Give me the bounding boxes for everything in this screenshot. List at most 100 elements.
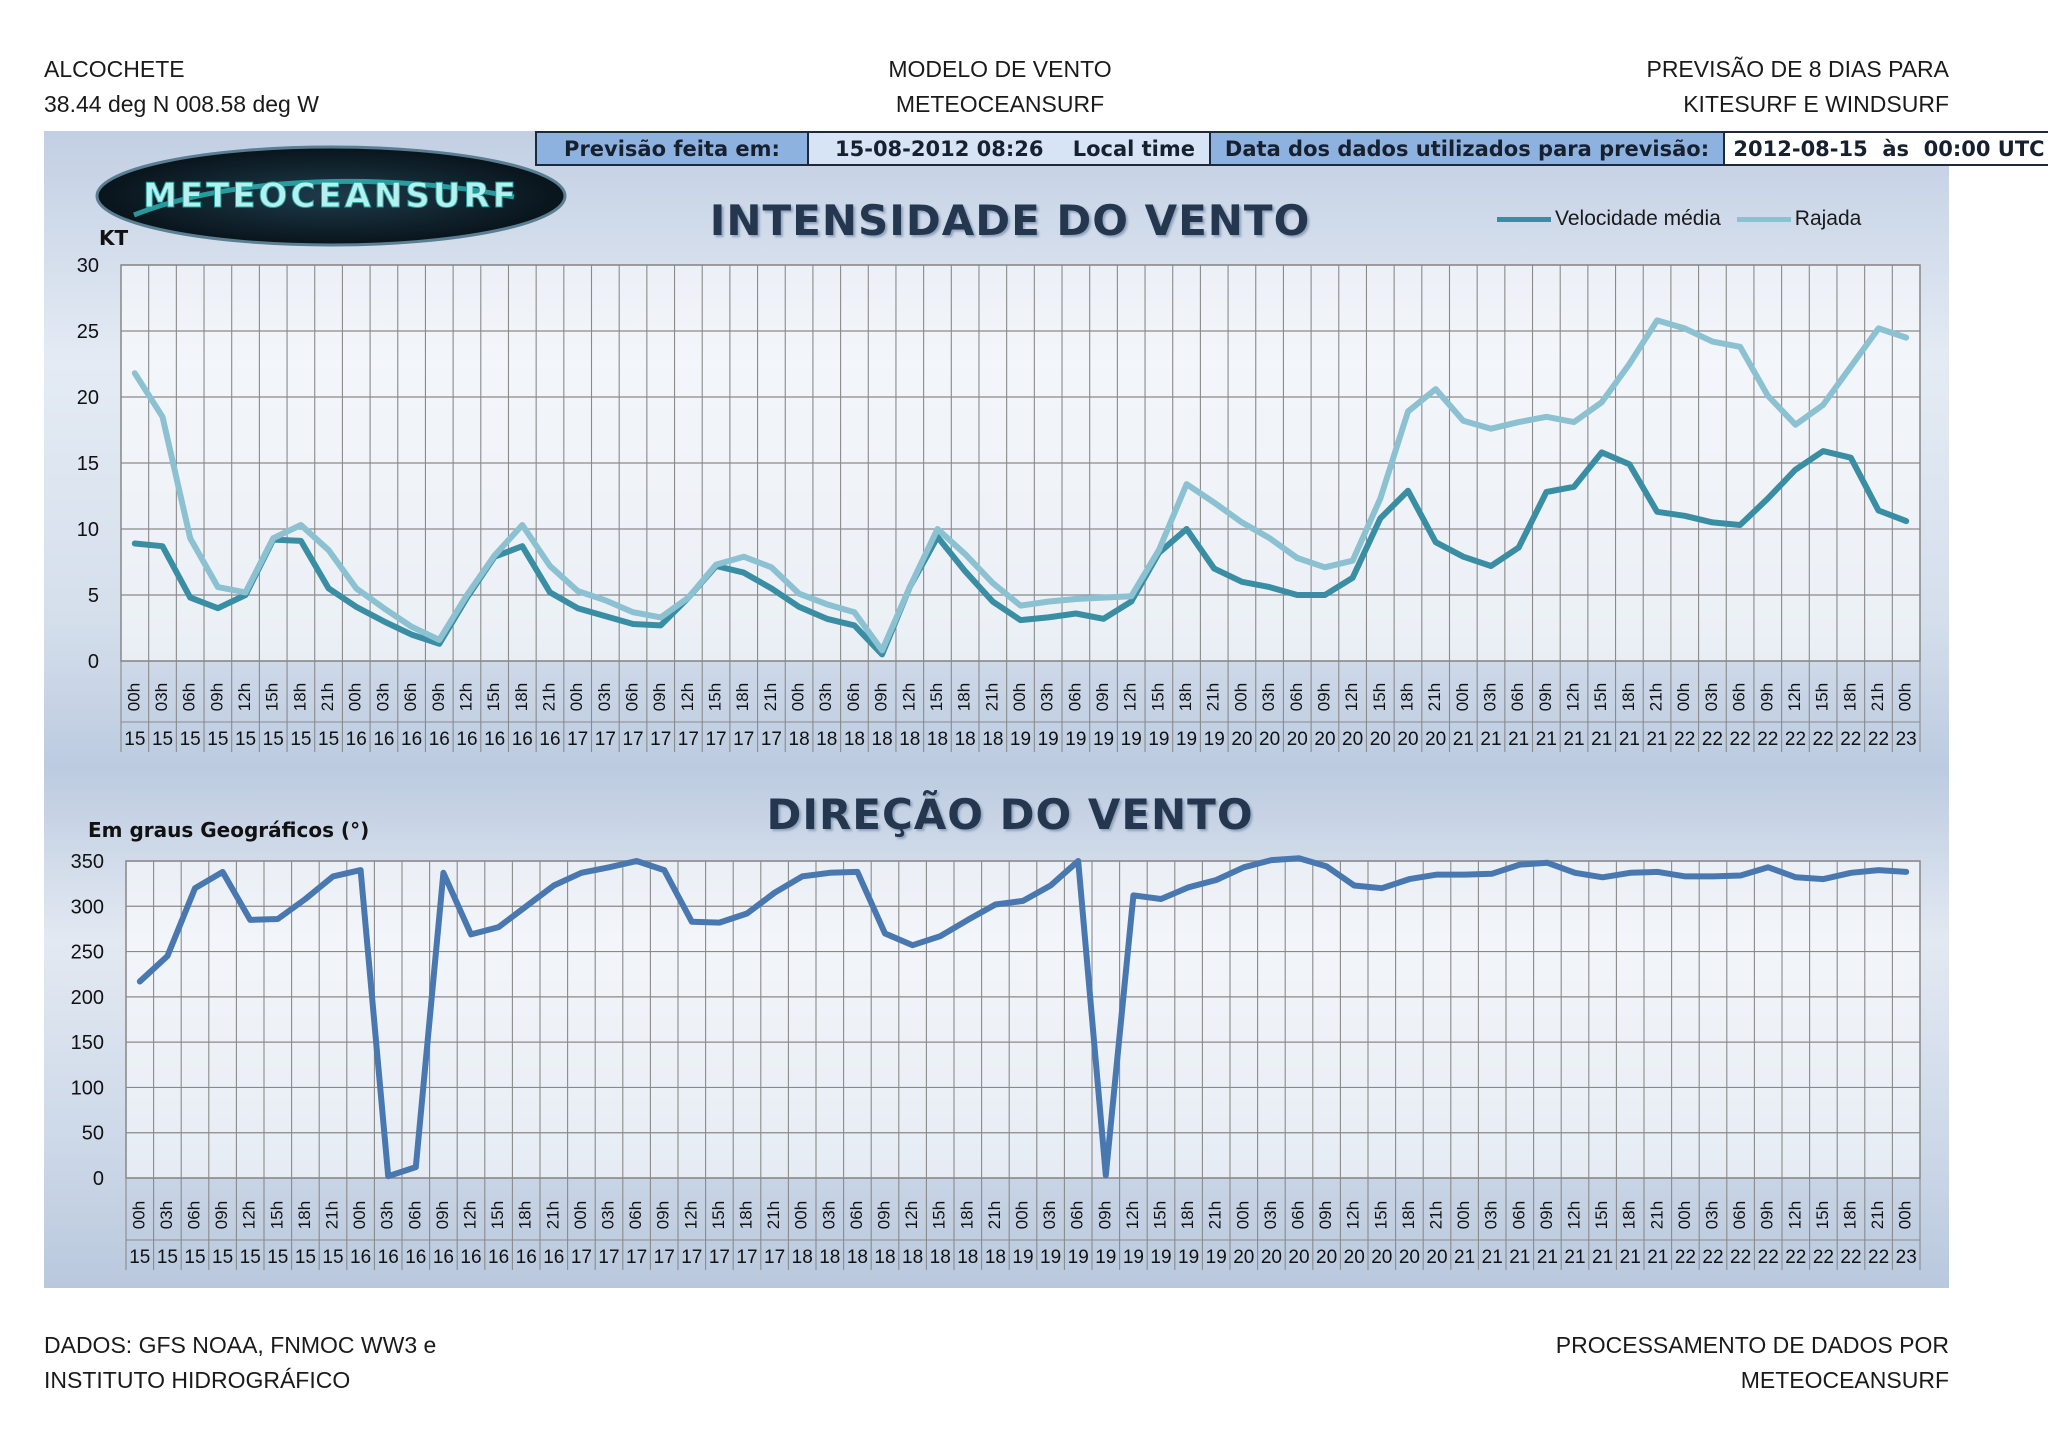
data-date-value: 2012-08-15 às 00:00 UTC [1725,133,2048,164]
direction-day-label: 21 [1454,1247,1475,1268]
speed-day-label: 22 [1868,729,1889,750]
speed-hour-label: 03h [816,683,835,711]
direction-day-label: 21 [1537,1247,1558,1268]
location-coords: 38.44 deg N 008.58 deg W [44,91,319,117]
direction-day-label: 19 [1123,1247,1144,1268]
speed-day-label: 18 [982,729,1003,750]
processing-line-2: METEOCEANSURF [1740,1367,1949,1393]
direction-hour-label: 15h [1150,1201,1169,1229]
speed-day-label: 16 [346,729,367,750]
direction-day-label: 20 [1288,1247,1309,1268]
speed-hour-label: 18h [290,683,309,711]
direction-hour-label: 09h [1316,1201,1335,1229]
data-source-line-2: INSTITUTO HIDROGRÁFICO [44,1367,351,1393]
speed-series-gust-line [131,317,1910,654]
speed-day-label: 21 [1536,729,1557,750]
data-source-line-1: DADOS: GFS NOAA, FNMOC WW3 e [44,1332,437,1358]
direction-day-label: 20 [1261,1247,1282,1268]
speed-hour-label: 06h [1065,683,1084,711]
local-time-label: Local time [1072,136,1195,161]
speed-day-label: 20 [1370,729,1391,750]
direction-day-label: 18 [847,1247,868,1268]
direction-day-label: 21 [1647,1247,1668,1268]
speed-hour-label: 15h [1148,683,1167,711]
speed-hour-label: 12h [1564,683,1583,711]
location-header: ALCOCHETE 38.44 deg N 008.58 deg W [44,52,319,122]
data-date-label: Data dos dados utilizados para previsão: [1211,133,1725,164]
direction-day-label: 15 [184,1247,205,1268]
speed-hour-label: 15h [927,683,946,711]
direction-y-tick-label: 300 [71,896,104,918]
direction-day-label: 17 [736,1247,757,1268]
direction-day-label: 19 [1178,1247,1199,1268]
direction-hour-label: 03h [378,1201,397,1229]
direction-hour-label: 15h [488,1201,507,1229]
direction-hour-label: 15h [1592,1201,1611,1229]
speed-day-label: 22 [1757,729,1778,750]
speed-day-label: 21 [1563,729,1584,750]
speed-day-label: 20 [1342,729,1363,750]
speed-hour-label: 15h [1591,683,1610,711]
direction-hour-label: 15h [267,1201,286,1229]
direction-hour-label: 18h [736,1201,755,1229]
speed-hour-label: 03h [1038,683,1057,711]
direction-day-label: 17 [654,1247,675,1268]
speed-day-label: 18 [789,729,810,750]
direction-day-label: 21 [1592,1247,1613,1268]
logo-text: METEOCEANSURF [143,176,519,216]
direction-hour-label: 03h [598,1201,617,1229]
direction-hour-label: 15h [930,1201,949,1229]
speed-hour-label: 00h [1896,683,1915,711]
speed-day-label: 20 [1397,729,1418,750]
direction-day-label: 16 [516,1247,537,1268]
direction-hour-label: 03h [1702,1201,1721,1229]
speed-day-label: 21 [1480,729,1501,750]
legend-mean-label: Velocidade média [1555,207,1721,230]
direction-hour-label: 09h [433,1201,452,1229]
speed-hour-label: 18h [1176,683,1195,711]
speed-day-label: 16 [373,729,394,750]
direction-hour-label: 06h [1288,1201,1307,1229]
direction-hour-label: 00h [129,1201,148,1229]
speed-hour-label: 03h [595,683,614,711]
speed-y-tick-label: 25 [77,321,99,343]
direction-hour-label: 09h [212,1201,231,1229]
direction-day-label: 19 [1095,1247,1116,1268]
legend-gust-label: Rajada [1794,207,1862,230]
speed-day-label: 16 [401,729,422,750]
direction-day-label: 22 [1758,1247,1779,1268]
speed-hour-label: 06h [1730,683,1749,711]
direction-hour-label: 03h [157,1201,176,1229]
direction-hour-label: 21h [985,1201,1004,1229]
speed-y-tick-label: 5 [88,585,99,607]
speed-day-label: 18 [844,729,865,750]
direction-hour-label: 06h [405,1201,424,1229]
speed-hour-label: 00h [1674,683,1693,711]
speed-day-label: 17 [678,729,699,750]
forecast-made-label: Previsão feita em: [537,133,809,164]
legend-mean-swatch [1497,216,1551,222]
direction-hour-label: 03h [1040,1201,1059,1229]
direction-hour-label: 00h [1454,1201,1473,1229]
speed-hour-label: 21h [1425,683,1444,711]
speed-day-label: 18 [955,729,976,750]
direction-day-label: 18 [819,1247,840,1268]
direction-day-label: 16 [378,1247,399,1268]
speed-day-label: 21 [1619,729,1640,750]
speed-day-label: 22 [1785,729,1806,750]
direction-day-label: 15 [157,1247,178,1268]
direction-hour-label: 12h [1564,1201,1583,1229]
direction-hour-label: 06h [1509,1201,1528,1229]
speed-series-mean-speed-line [131,448,1910,658]
speed-day-label: 15 [152,729,173,750]
direction-day-label: 15 [240,1247,261,1268]
direction-hour-label: 12h [1123,1201,1142,1229]
speed-legend: Velocidade média Rajada [1497,207,1877,231]
speed-day-label: 20 [1314,729,1335,750]
speed-day-label: 23 [1896,729,1917,750]
direction-day-label: 22 [1840,1247,1861,1268]
speed-hour-label: 09h [1093,683,1112,711]
direction-day-label: 22 [1813,1247,1834,1268]
speed-day-label: 20 [1425,729,1446,750]
direction-y-tick-label: 350 [71,851,104,873]
